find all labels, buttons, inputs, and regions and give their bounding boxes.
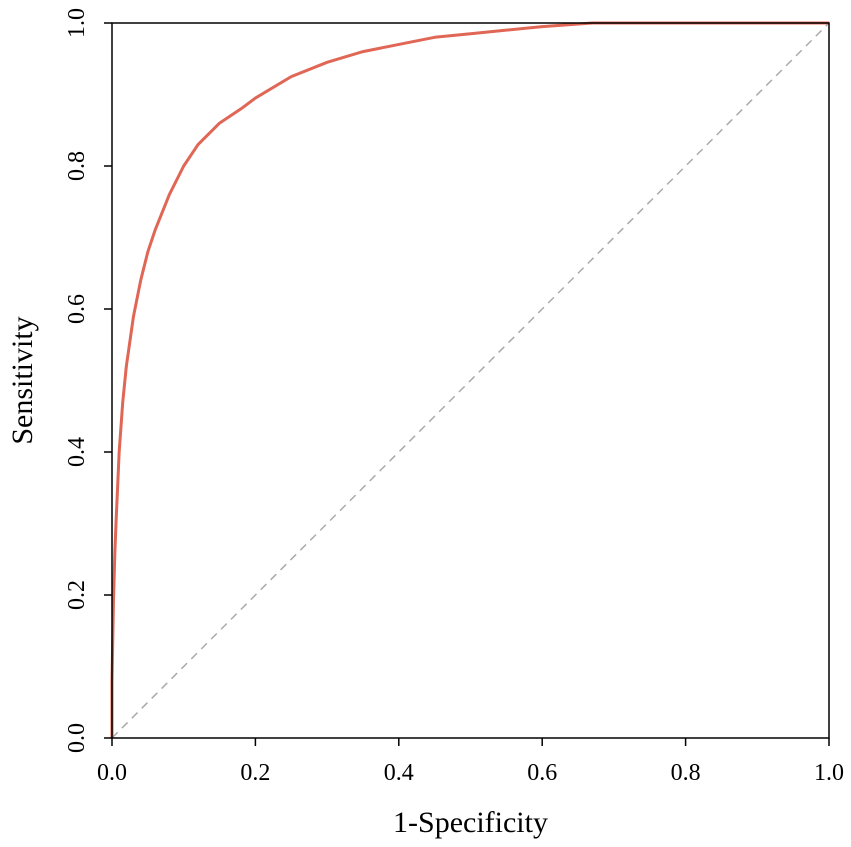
y-tick-label: 0.8 [64,151,90,181]
x-tick-label: 1.0 [814,760,844,786]
y-tick-label: 0.2 [64,580,90,610]
y-tick-label: 0.6 [64,294,90,324]
roc-curve-line [110,21,829,738]
y-tick-label: 0.4 [64,437,90,467]
x-tick-label: 0.0 [97,760,127,786]
y-axis-title: Sensitivity [6,316,39,444]
y-tick-label: 0.0 [64,723,90,753]
x-axis: 0.0 0.2 0.4 0.6 0.8 1.0 [97,738,844,786]
plot-marks [110,21,830,739]
plot-frame [111,22,830,739]
x-axis-title: 1-Specificity [393,806,548,839]
y-tick-label: 1.0 [64,8,90,38]
x-tick-label: 0.6 [527,760,557,786]
x-tick-label: 0.8 [671,760,701,786]
reference-diagonal-line [111,22,830,739]
x-tick-label: 0.2 [240,760,270,786]
x-tick-label: 0.4 [384,760,414,786]
y-axis: 0.0 0.2 0.4 0.6 0.8 1.0 [64,8,112,753]
